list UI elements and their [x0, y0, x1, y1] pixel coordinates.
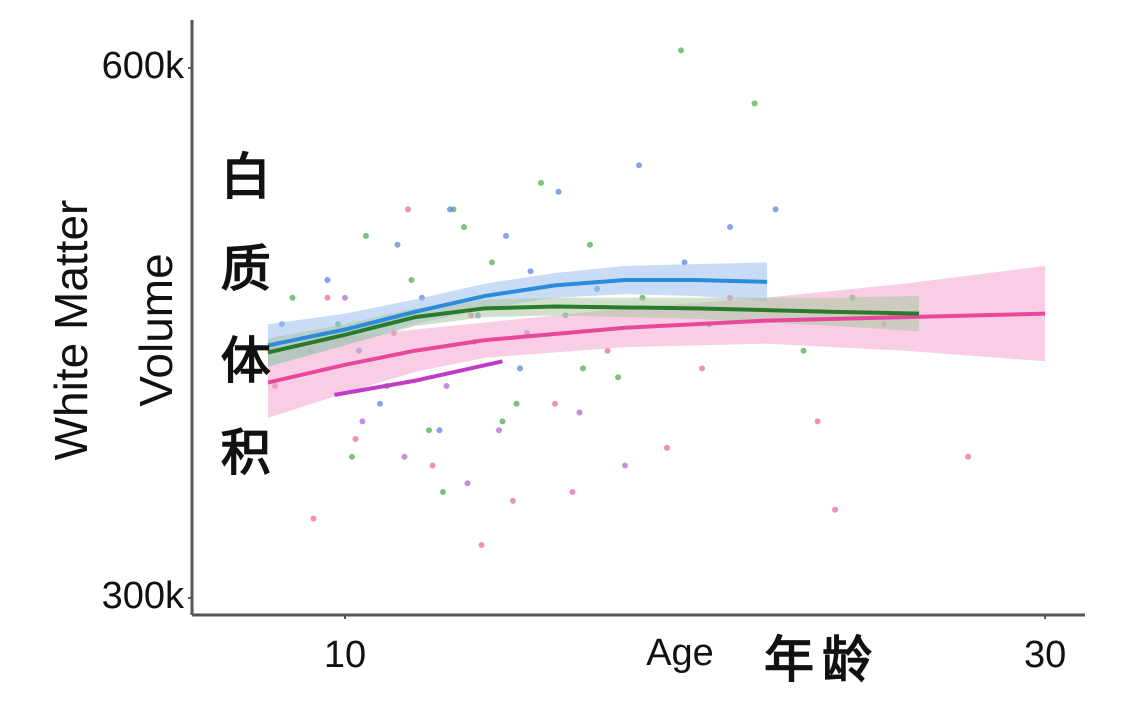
data-point	[832, 506, 839, 513]
trend-line	[334, 359, 503, 397]
y-tick-label: 300k	[102, 575, 185, 617]
data-point	[352, 436, 359, 443]
data-point	[404, 206, 411, 213]
data-point	[425, 427, 432, 434]
data-point	[569, 489, 576, 496]
data-point	[555, 188, 562, 195]
data-point	[408, 277, 415, 284]
data-point	[503, 232, 510, 239]
trend-line	[267, 311, 1046, 385]
data-point	[615, 374, 622, 381]
data-point	[324, 277, 331, 284]
y-axis-label: White Matter	[45, 200, 97, 461]
x-tick-label: 30	[1024, 634, 1066, 676]
data-point	[772, 206, 779, 213]
data-point	[446, 206, 453, 213]
x-tick-label: 10	[324, 634, 366, 676]
data-point	[429, 462, 436, 469]
data-point	[510, 497, 517, 504]
data-point	[394, 241, 401, 248]
data-point	[310, 515, 317, 522]
x-axis-label: Age	[646, 632, 714, 674]
data-point	[464, 480, 471, 487]
data-point	[324, 294, 331, 301]
data-point	[681, 259, 688, 266]
data-point	[443, 383, 450, 390]
data-point	[678, 47, 685, 54]
data-point	[513, 400, 520, 407]
y-tick-label: 600k	[102, 45, 185, 87]
data-point	[376, 400, 383, 407]
data-point	[664, 444, 671, 451]
data-point	[289, 294, 296, 301]
trend-line	[267, 278, 768, 348]
data-point	[800, 347, 807, 354]
data-point	[604, 347, 611, 354]
data-point	[478, 542, 485, 549]
data-point	[699, 365, 706, 372]
data-point	[587, 241, 594, 248]
data-point	[436, 427, 443, 434]
data-point	[496, 427, 503, 434]
data-point	[401, 453, 408, 460]
data-point	[499, 418, 506, 425]
data-point	[538, 179, 545, 186]
data-point	[552, 400, 559, 407]
data-point	[527, 268, 534, 275]
data-point	[341, 294, 348, 301]
confidence-band	[267, 262, 768, 367]
data-point	[636, 162, 643, 169]
data-point	[439, 489, 446, 496]
data-point	[751, 100, 758, 107]
x-annotation: 年龄	[764, 632, 880, 688]
y-annotation: 白质体积	[214, 150, 271, 518]
data-point	[362, 232, 369, 239]
data-point	[489, 259, 496, 266]
data-point	[517, 365, 524, 372]
data-point	[814, 418, 821, 425]
trend-line	[267, 304, 920, 355]
y-axis-label: Volume	[130, 253, 182, 406]
data-point	[965, 453, 972, 460]
data-point	[359, 418, 366, 425]
data-point	[460, 224, 467, 231]
data-point	[348, 453, 355, 460]
data-point	[622, 462, 629, 469]
data-point	[580, 365, 587, 372]
data-point	[576, 409, 583, 416]
data-point	[727, 224, 734, 231]
